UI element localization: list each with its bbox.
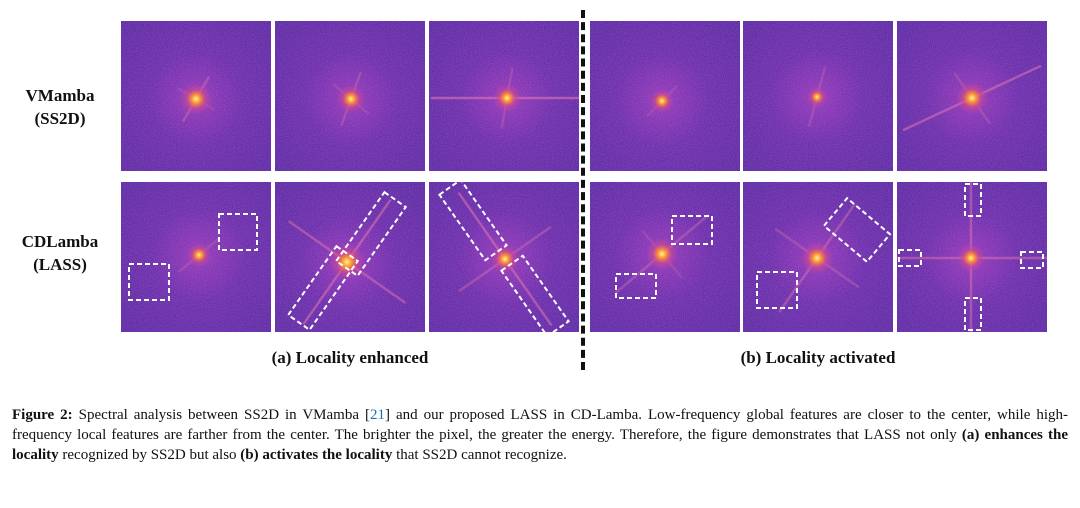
spectrum-cdlamba-1 xyxy=(121,182,271,332)
row-label-vmamba-sub: (SS2D) xyxy=(34,109,86,128)
caption-text-1: Spectral analysis between SS2D in VMamba… xyxy=(72,407,370,423)
highlight-box xyxy=(898,249,922,267)
spectrum-vmamba-4 xyxy=(590,21,740,171)
section-divider xyxy=(581,10,585,370)
spectrum-vmamba-3 xyxy=(429,21,579,171)
caption-bold-activates: (b) activates the locality xyxy=(240,447,393,463)
highlight-box xyxy=(218,213,258,251)
spectrum-vmamba-2-image xyxy=(275,21,425,171)
highlight-box xyxy=(671,215,713,245)
spectrum-vmamba-6-image xyxy=(897,21,1047,171)
caption-label: Figure 2: xyxy=(12,407,73,423)
spectrum-vmamba-1 xyxy=(121,21,271,171)
spectrum-cdlamba-4 xyxy=(590,182,740,332)
spectrum-cdlamba-1-image xyxy=(121,182,271,332)
row-label-cdlamba: CDLamba (LASS) xyxy=(5,230,115,276)
figure-caption: Figure 2: Spectral analysis between SS2D… xyxy=(12,405,1068,465)
spectrum-cdlamba-5 xyxy=(743,182,893,332)
row-label-vmamba: VMamba (SS2D) xyxy=(5,84,115,130)
caption-reference[interactable]: 21 xyxy=(369,407,385,423)
subcaption-b: (b) Locality activated xyxy=(740,348,896,367)
caption-bold-enhances: (a) enhances the locality xyxy=(12,427,1068,463)
spectrum-cdlamba-3-image xyxy=(429,182,579,332)
spectrum-cdlamba-6-image xyxy=(897,182,1047,332)
spectral-figure: VMamba (SS2D) CDLamba (LASS) xyxy=(5,10,1047,370)
spectrum-cdlamba-2-image xyxy=(275,182,425,332)
spectrum-vmamba-1-image xyxy=(121,21,271,171)
row-label-cdlamba-name: CDLamba xyxy=(21,232,99,251)
caption-text-2: ] and our proposed LASS in CD-Lamba. Low… xyxy=(12,407,1068,443)
highlight-box xyxy=(756,271,798,309)
spectrum-cdlamba-5-image xyxy=(743,182,893,332)
spectrum-cdlamba-3 xyxy=(429,182,579,332)
spectrum-vmamba-2 xyxy=(275,21,425,171)
spectrum-vmamba-4-image xyxy=(590,21,740,171)
highlight-box xyxy=(822,196,892,264)
spectrum-cdlamba-6 xyxy=(897,182,1047,332)
spectrum-vmamba-5 xyxy=(743,21,893,171)
highlight-box xyxy=(334,190,408,278)
spectrum-vmamba-5-image xyxy=(743,21,893,171)
highlight-box xyxy=(1020,251,1044,269)
highlight-box xyxy=(964,297,982,331)
row-label-cdlamba-sub: (LASS) xyxy=(33,255,87,274)
caption-text-3: recognized by SS2D but also xyxy=(58,447,241,463)
highlight-box xyxy=(286,244,360,332)
spectrum-cdlamba-4-image xyxy=(590,182,740,332)
row-label-vmamba-name: VMamba xyxy=(25,86,95,105)
subcaption-a: (a) Locality enhanced xyxy=(271,348,429,367)
highlight-box xyxy=(615,273,657,299)
spectrum-vmamba-6 xyxy=(897,21,1047,171)
highlight-box xyxy=(500,254,570,332)
spectrum-cdlamba-2 xyxy=(275,182,425,332)
spectrum-vmamba-3-image xyxy=(429,21,579,171)
caption-text-4: that SS2D cannot recognize. xyxy=(392,447,567,463)
highlight-box xyxy=(128,263,170,301)
highlight-box xyxy=(964,183,982,217)
